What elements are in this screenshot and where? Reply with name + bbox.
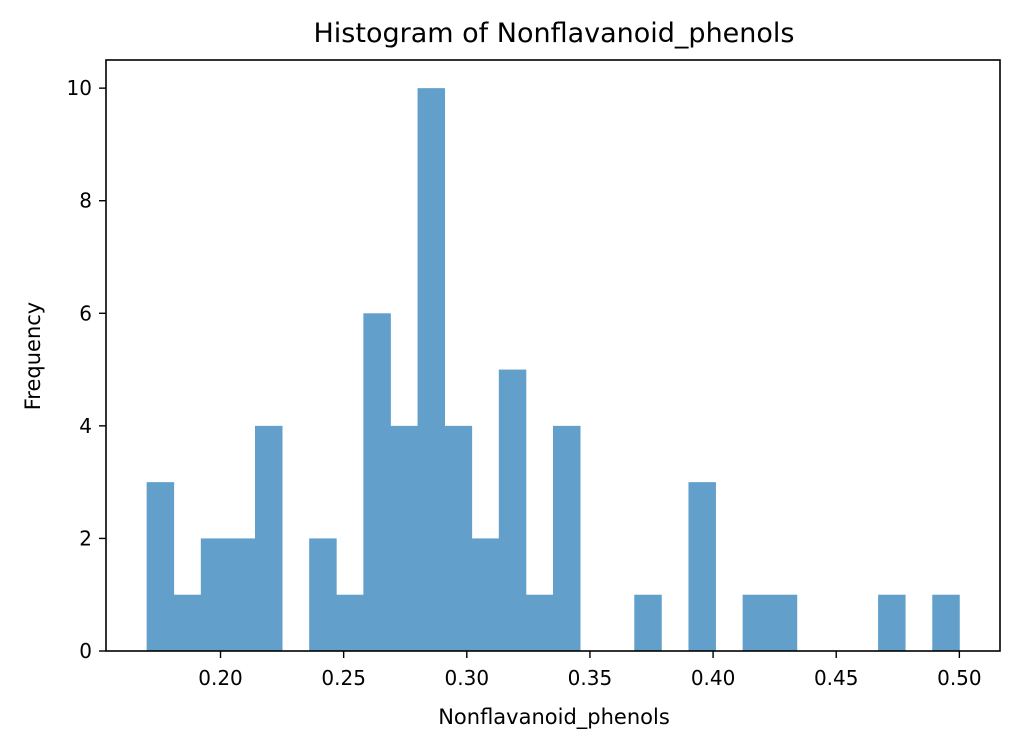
histogram-bar bbox=[498, 369, 527, 651]
histogram-bar bbox=[363, 313, 391, 651]
histogram-bar bbox=[742, 594, 771, 651]
x-axis-ticks: 0.20 0.25 0.30 0.35 0.40 0.45 0.50 bbox=[198, 651, 982, 690]
histogram-bar bbox=[553, 425, 581, 651]
histogram-bar bbox=[390, 425, 418, 651]
plot-frame bbox=[105, 59, 1001, 652]
histogram-bar bbox=[634, 594, 662, 651]
y-tick-label: 6 bbox=[79, 301, 92, 325]
x-tick-label: 0.35 bbox=[568, 666, 613, 690]
histogram-bar bbox=[146, 482, 175, 651]
histogram-bar bbox=[309, 538, 337, 651]
histogram-bar bbox=[525, 594, 554, 651]
histogram-bar bbox=[769, 594, 798, 651]
x-axis-label: Nonflavanoid_phenols bbox=[438, 705, 670, 730]
histogram-bar bbox=[417, 88, 446, 651]
x-tick-label: 0.40 bbox=[691, 666, 736, 690]
y-tick-label: 0 bbox=[79, 639, 92, 663]
y-tick-label: 10 bbox=[67, 76, 92, 100]
x-tick-label: 0.50 bbox=[937, 666, 982, 690]
histogram-bar bbox=[336, 594, 364, 651]
y-tick-label: 8 bbox=[79, 189, 92, 213]
y-tick-label: 2 bbox=[79, 526, 92, 550]
histogram-bar bbox=[688, 482, 716, 651]
histogram-bar bbox=[173, 594, 202, 651]
x-tick-label: 0.20 bbox=[198, 666, 243, 690]
y-tick-label: 4 bbox=[79, 414, 92, 438]
histogram-bar bbox=[444, 425, 473, 651]
histogram-bar bbox=[200, 538, 229, 651]
histogram-bar bbox=[471, 538, 500, 651]
bars-group bbox=[146, 88, 960, 651]
histogram-bar bbox=[227, 538, 256, 651]
histogram-bar bbox=[255, 425, 283, 651]
x-tick-label: 0.45 bbox=[814, 666, 859, 690]
y-axis-ticks: 0 2 4 6 8 10 bbox=[67, 76, 106, 663]
x-tick-label: 0.25 bbox=[321, 666, 366, 690]
histogram-bar bbox=[932, 594, 960, 651]
x-tick-label: 0.30 bbox=[445, 666, 490, 690]
y-axis-label: Frequency bbox=[21, 302, 45, 411]
histogram-bar bbox=[878, 594, 906, 651]
chart-title: Histogram of Nonflavanoid_phenols bbox=[314, 18, 795, 49]
